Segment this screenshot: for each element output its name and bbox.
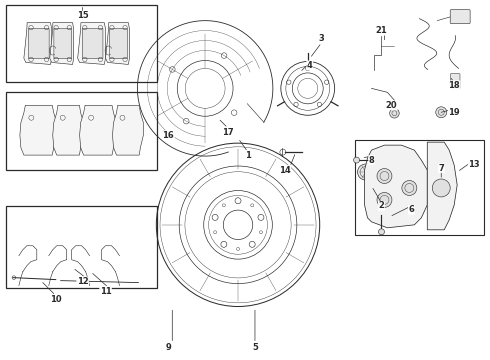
Text: 21: 21: [376, 26, 388, 35]
FancyBboxPatch shape: [450, 10, 470, 24]
Text: 5: 5: [252, 343, 258, 352]
Text: 1: 1: [245, 150, 251, 159]
Text: 7: 7: [439, 163, 444, 172]
Polygon shape: [50, 23, 74, 64]
Polygon shape: [24, 23, 52, 64]
Text: 15: 15: [77, 11, 89, 20]
Polygon shape: [20, 105, 57, 155]
Polygon shape: [77, 23, 105, 64]
Text: 6: 6: [409, 206, 414, 215]
Circle shape: [402, 180, 417, 195]
Polygon shape: [365, 145, 427, 228]
FancyBboxPatch shape: [82, 28, 103, 59]
Circle shape: [378, 229, 385, 235]
Polygon shape: [113, 105, 144, 155]
Circle shape: [354, 157, 360, 163]
Polygon shape: [105, 23, 129, 64]
Text: 20: 20: [386, 101, 397, 110]
Text: 12: 12: [77, 277, 89, 286]
Bar: [6, 206, 157, 288]
FancyBboxPatch shape: [450, 73, 460, 89]
Text: 14: 14: [279, 166, 291, 175]
Circle shape: [377, 193, 392, 207]
Bar: [6, 5, 157, 82]
Circle shape: [377, 168, 392, 184]
Text: 17: 17: [222, 128, 234, 137]
Polygon shape: [427, 142, 457, 230]
Polygon shape: [80, 105, 117, 155]
Text: 13: 13: [468, 159, 480, 168]
Text: 11: 11: [99, 287, 111, 296]
Circle shape: [390, 108, 399, 118]
Text: 8: 8: [368, 156, 374, 165]
Circle shape: [432, 179, 450, 197]
Circle shape: [436, 107, 447, 118]
Text: 10: 10: [50, 295, 62, 304]
FancyBboxPatch shape: [28, 28, 49, 59]
FancyBboxPatch shape: [54, 28, 72, 59]
Text: 18: 18: [448, 81, 460, 90]
Circle shape: [358, 164, 373, 180]
Text: 9: 9: [166, 343, 171, 352]
Text: 16: 16: [162, 131, 174, 140]
FancyBboxPatch shape: [110, 28, 127, 59]
Text: 3: 3: [319, 34, 324, 43]
Bar: [6, 92, 157, 170]
Text: 19: 19: [448, 108, 460, 117]
Polygon shape: [53, 105, 84, 155]
Text: 4: 4: [307, 61, 313, 70]
Text: 2: 2: [379, 201, 385, 210]
Bar: [355, 140, 484, 235]
